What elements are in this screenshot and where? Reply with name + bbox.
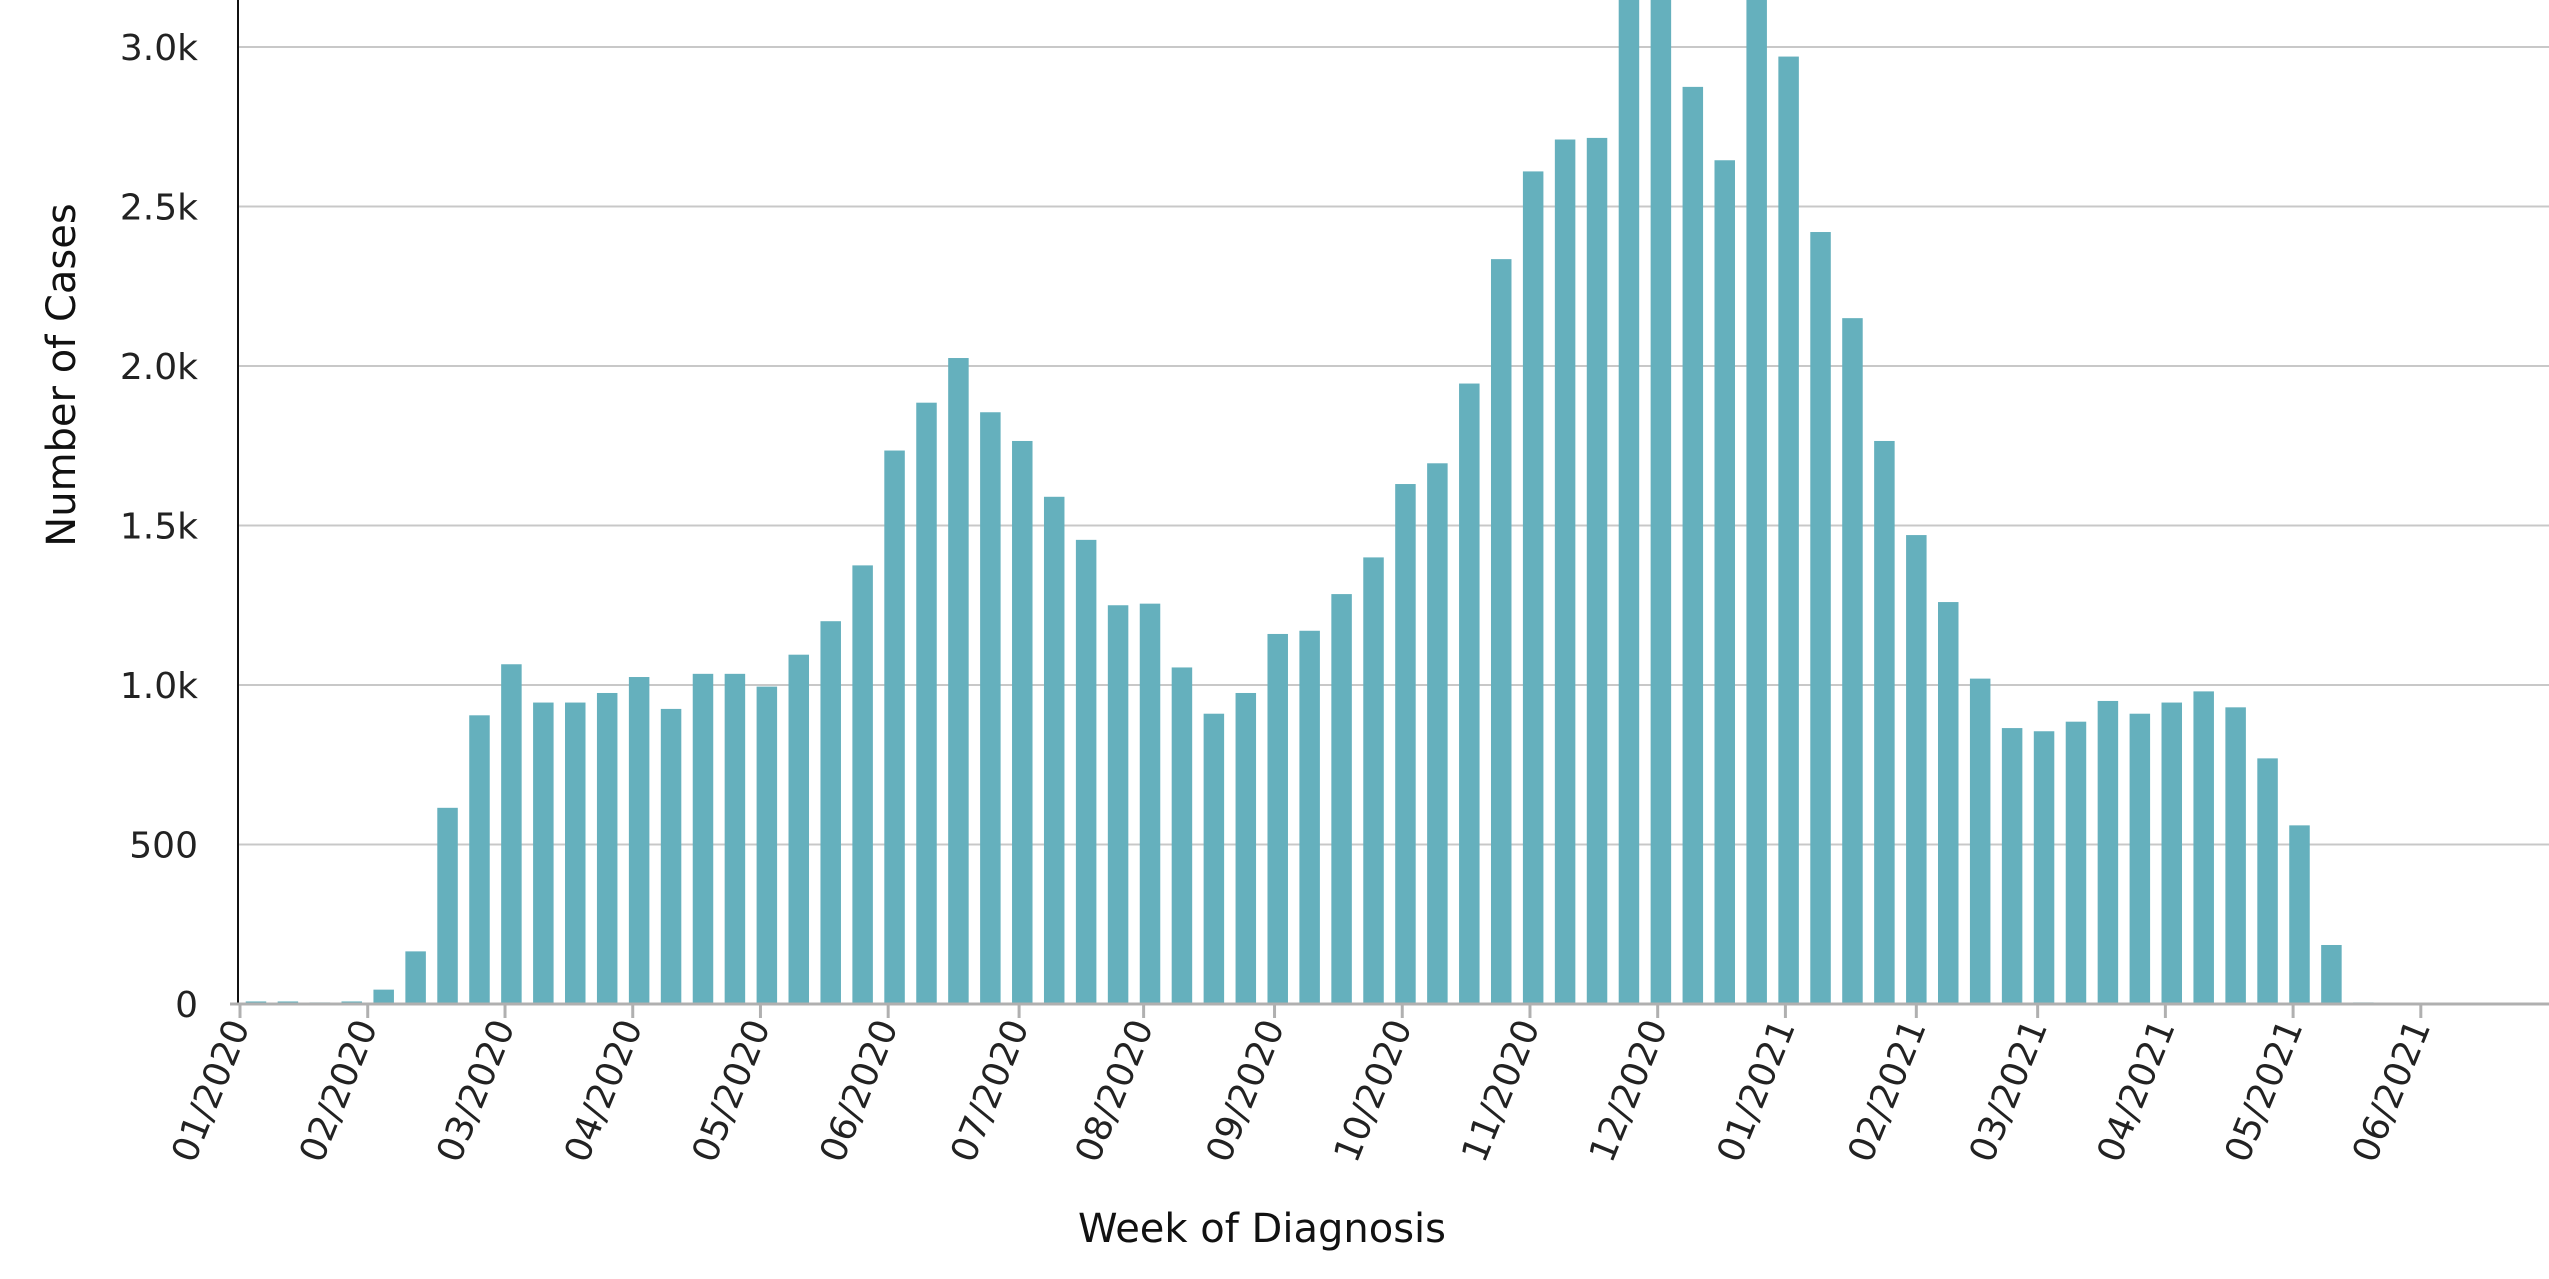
y-tick-label: 1.5k	[120, 507, 198, 548]
bar	[1874, 440, 1895, 1005]
x-tick-label: 01/2020	[164, 1014, 258, 1168]
bar	[2001, 728, 2023, 1004]
x-tick-label: 12/2020	[1582, 1014, 1676, 1168]
bar	[852, 565, 873, 1005]
bar	[1203, 713, 1225, 1004]
bar	[1746, 0, 1767, 1004]
bar	[1267, 633, 1288, 1004]
bar	[1395, 484, 1416, 1004]
bar	[469, 715, 490, 1004]
bar	[1778, 56, 1799, 1004]
x-tick-label: 04/2021	[2090, 1014, 2184, 1168]
bar	[1714, 160, 1735, 1004]
bar	[1043, 496, 1065, 1004]
x-tick-label: 09/2020	[1199, 1014, 1293, 1168]
y-axis-title: Number of Cases	[39, 203, 85, 546]
bar	[405, 951, 426, 1004]
bar	[1618, 0, 1640, 1004]
bar	[2321, 944, 2342, 1004]
bar	[1459, 383, 1480, 1004]
bar	[1938, 602, 1959, 1004]
x-tick-label: 11/2020	[1454, 1014, 1548, 1168]
bar	[1299, 630, 1320, 1004]
bar	[1586, 137, 1608, 1004]
bar	[2065, 721, 2087, 1004]
bar	[2193, 691, 2214, 1004]
bar	[1490, 259, 1512, 1004]
bar	[2225, 707, 2246, 1004]
bar	[660, 708, 682, 1004]
y-tick-label: 3.0k	[120, 28, 198, 69]
bar	[2161, 702, 2183, 1004]
bar	[533, 702, 554, 1004]
x-tick-label: 02/2020	[292, 1014, 386, 1168]
x-tick-label: 10/2020	[1327, 1014, 1421, 1168]
bar	[2129, 713, 2151, 1004]
bar	[756, 686, 778, 1004]
x-axis-title: Week of Diagnosis	[1078, 1206, 1446, 1252]
y-tick-label: 500	[129, 826, 198, 867]
bar	[820, 621, 841, 1004]
bar	[1363, 557, 1384, 1004]
bar	[788, 654, 810, 1004]
bar	[1139, 603, 1161, 1004]
bar	[565, 702, 586, 1004]
x-tick-label: 05/2020	[685, 1014, 779, 1168]
bar	[628, 677, 650, 1004]
y-tick-label: 1.0k	[120, 666, 198, 707]
bar	[437, 807, 458, 1004]
bar	[1522, 171, 1544, 1004]
bar	[948, 358, 969, 1004]
x-tick-label: 08/2020	[1068, 1014, 1162, 1168]
x-tick-label: 07/2020	[943, 1014, 1037, 1168]
bar	[1107, 605, 1129, 1004]
x-tick-label: 03/2020	[429, 1014, 523, 1168]
x-tick-label: 03/2021	[1962, 1014, 2056, 1168]
bar	[1012, 440, 1033, 1005]
bar	[1171, 667, 1193, 1004]
x-tick-label: 06/2020	[812, 1014, 906, 1168]
bar	[916, 402, 937, 1004]
x-tick-labels: 01/2020 02/2020 03/2020 04/2020 05/2020 06/20…	[164, 1014, 2439, 1168]
bar	[596, 692, 618, 1004]
x-tick-label: 05/2021	[2217, 1014, 2311, 1168]
bar	[980, 412, 1001, 1004]
bar	[2033, 731, 2055, 1004]
y-tick-labels: 0 500 1.0k 1.5k 2.0k 2.5k 3.0k	[120, 28, 198, 1026]
x-tick-label: 06/2021	[2345, 1014, 2439, 1168]
bar	[884, 450, 905, 1004]
x-tick-label: 02/2021	[1841, 1014, 1935, 1168]
bar	[1554, 139, 1576, 1004]
bar	[2097, 700, 2119, 1004]
bar	[501, 664, 522, 1004]
x-tick-label: 01/2021	[1710, 1014, 1804, 1168]
bar	[2289, 825, 2310, 1004]
bar	[1650, 0, 1672, 1004]
y-tick-label: 0	[175, 985, 198, 1026]
axes	[230, 0, 2549, 1018]
bars	[245, 0, 2374, 1005]
y-tick-label: 2.0k	[120, 347, 198, 388]
bar	[1842, 318, 1863, 1004]
bar	[724, 673, 746, 1004]
bar	[1906, 535, 1927, 1004]
bar	[1427, 463, 1448, 1004]
bar	[692, 673, 714, 1004]
bar	[2257, 758, 2278, 1004]
bar	[373, 989, 394, 1004]
x-tick-label: 04/2020	[557, 1014, 651, 1168]
bar	[1810, 232, 1831, 1004]
bar	[1331, 594, 1352, 1004]
y-tick-label: 2.5k	[120, 188, 198, 229]
bar	[1969, 678, 1991, 1004]
bar	[1075, 539, 1097, 1004]
bar	[1235, 692, 1257, 1004]
bar	[1682, 86, 1704, 1005]
